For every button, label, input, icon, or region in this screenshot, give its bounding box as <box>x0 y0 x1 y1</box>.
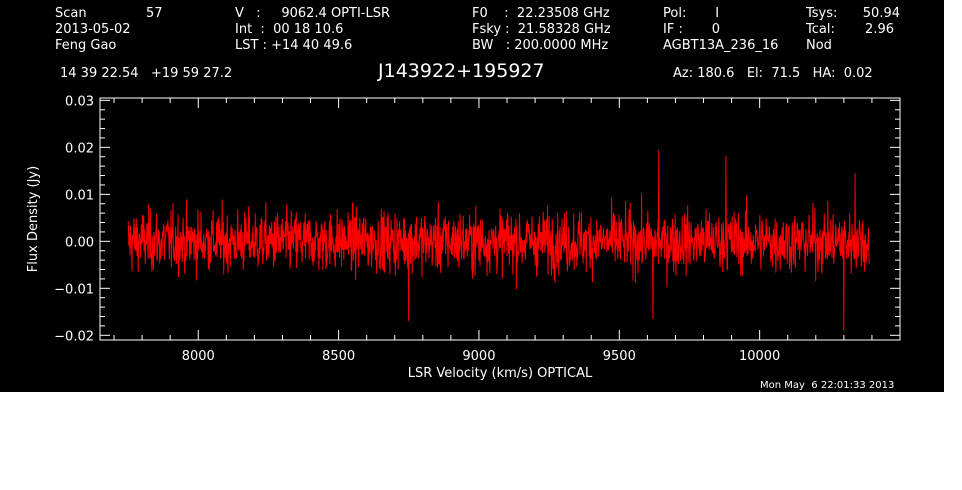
project-id: AGBT13A_236_16 <box>663 38 779 53</box>
y-tick-label: 0.00 <box>65 235 94 250</box>
tsys-label: Tsys: <box>806 6 838 21</box>
tcal-label: Tcal: <box>806 22 835 37</box>
y-axis-label: Flux Density (Jy) <box>26 166 41 272</box>
bandwidth: BW : 200.0000 MHz <box>472 38 609 53</box>
y-tick-label: −0.01 <box>54 282 94 297</box>
x-tick-label: 9500 <box>603 349 636 364</box>
nod-label: Nod <box>806 38 832 53</box>
source-position: 14 39 22.54 +19 59 27.2 <box>60 66 233 81</box>
spectrum-chart: 8000 8500 9000 9500 10000 −0.02 −0.01 0.00 0.01 0… <box>26 94 901 381</box>
plot-panel: Scan 57 2013-05-02 Feng Gao V : 9062.4 O… <box>0 0 944 392</box>
scan-number: 57 <box>146 6 163 21</box>
velocity-readout: V : 9062.4 OPTI-LSR <box>235 6 391 21</box>
lst-readout: LST : +14 40 49.6 <box>235 38 353 53</box>
x-tick-label: 9000 <box>462 349 495 364</box>
observer-name: Feng Gao <box>55 38 117 53</box>
sky-frequency: Fsky : 21.58328 GHz <box>472 22 611 37</box>
polarization: Pol: I <box>663 6 720 21</box>
source-name: J143922+195927 <box>378 60 545 82</box>
y-tick-label: 0.01 <box>65 188 94 203</box>
x-axis-label: LSR Velocity (km/s) OPTICAL <box>408 366 593 381</box>
timestamp: Mon May 6 22:01:33 2013 <box>760 380 895 391</box>
x-tick-label: 10000 <box>739 349 780 364</box>
spectrum-trace <box>127 149 870 331</box>
x-tick-label: 8500 <box>322 349 355 364</box>
x-tick-label: 8000 <box>182 349 215 364</box>
tsys-value: 50.94 <box>862 6 900 21</box>
plot-frame <box>99 97 901 341</box>
observation-date: 2013-05-02 <box>55 22 131 37</box>
pointing-readout: Az: 180.6 El: 71.5 HA: 0.02 <box>673 66 873 81</box>
y-tick-label: −0.02 <box>54 329 94 344</box>
scan-label: Scan <box>55 6 87 21</box>
spectrum-line <box>127 149 870 331</box>
y-tick-label: 0.02 <box>65 141 94 156</box>
tcal-value: 2.96 <box>865 22 894 37</box>
axis-ticks: 8000 8500 9000 9500 10000 −0.02 −0.01 0.00 0.01 0… <box>54 94 901 364</box>
y-tick-label: 0.03 <box>65 94 94 109</box>
if-number: IF : 0 <box>663 22 721 37</box>
integration-readout: Int : 00 18 10.6 <box>235 22 344 37</box>
rest-frequency: F0 : 22.23508 GHz <box>472 6 610 21</box>
